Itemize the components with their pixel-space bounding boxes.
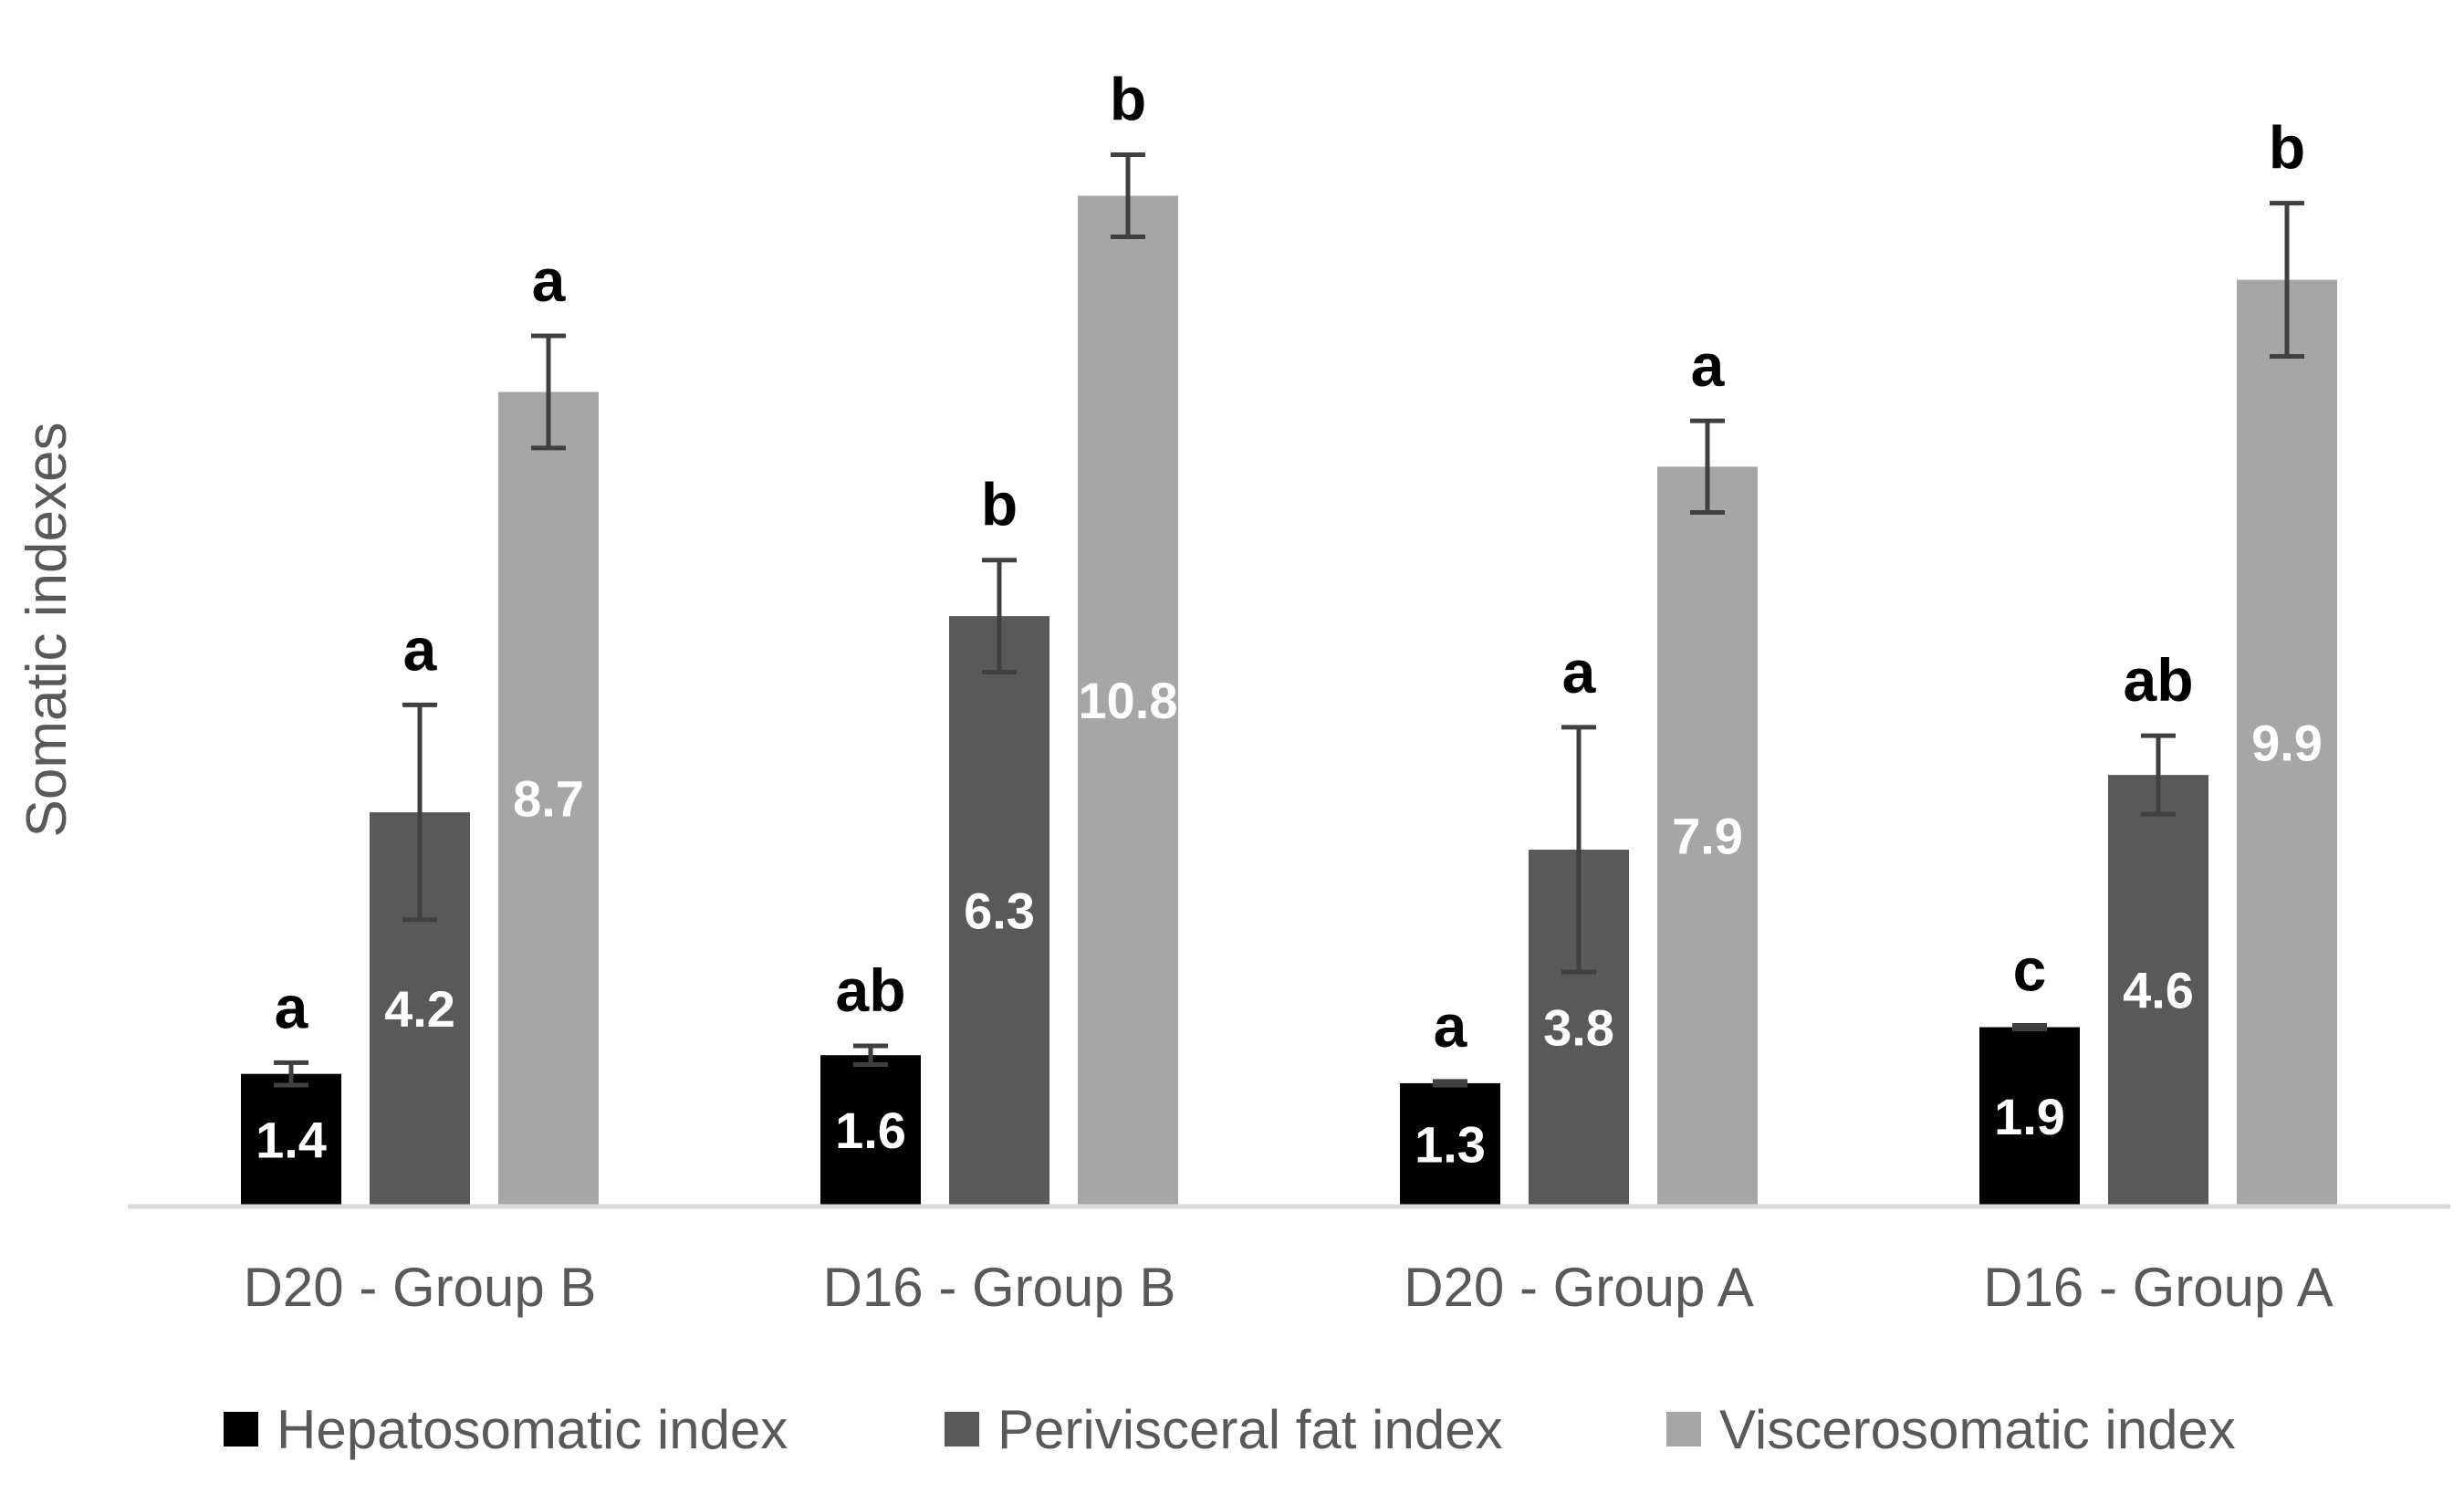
x-tick-labels: D20 - Group B D16 - Group B D20 - Group A D… <box>244 1257 2333 1318</box>
significance-letter-viscerosomatic-index-d20-group-a: a <box>1691 331 1726 399</box>
data-label-viscerosomatic-index-d20-group-a: 7.9 <box>1672 808 1743 865</box>
bar-viscerosomatic-index-d16-group-b <box>1078 195 1178 1206</box>
error-bar-viscerosomatic-index-d16-group-a <box>2270 201 2304 360</box>
data-label-perivisceral-fat-index-d20-group-a: 3.8 <box>1543 999 1614 1057</box>
bar-hepatosomatic-index-d16-group-b <box>820 1055 921 1205</box>
legend-swatch-viscerosomatic-index <box>1666 1412 1701 1447</box>
error-bar-hepatosomatic-index-d16-group-b <box>853 1043 888 1067</box>
data-label-viscerosomatic-index-d20-group-b: 8.7 <box>513 770 584 828</box>
error-bar-viscerosomatic-index-d16-group-b <box>1111 151 1145 240</box>
bar-hepatosomatic-index-d20-group-a <box>1400 1082 1500 1205</box>
data-label-hepatosomatic-index-d20-group-b: 1.4 <box>256 1111 327 1168</box>
significance-letter-hepatosomatic-index-d20-group-a: a <box>1434 992 1468 1060</box>
error-bar-viscerosomatic-index-d20-group-b <box>531 333 566 451</box>
legend-swatch-hepatosomatic-index <box>224 1412 258 1447</box>
x-tick-label-d20-group-a: D20 - Group A <box>1404 1257 1754 1318</box>
significance-letter-perivisceral-fat-index-d16-group-b: b <box>981 471 1018 538</box>
x-tick-label-d20-group-b: D20 - Group B <box>244 1257 597 1318</box>
significance-letter-viscerosomatic-index-d20-group-b: a <box>532 246 567 314</box>
significance-letter-hepatosomatic-index-d16-group-b: ab <box>835 956 905 1024</box>
significance-letter-perivisceral-fat-index-d20-group-b: a <box>403 615 438 683</box>
error-bar-perivisceral-fat-index-d16-group-b <box>982 558 1017 675</box>
legend-item-perivisceral-fat-index: Perivisceral fat index <box>945 1399 1503 1460</box>
x-tick-label-d16-group-a: D16 - Group A <box>1983 1257 2333 1318</box>
significance-letter-perivisceral-fat-index-d16-group-a: ab <box>2123 646 2193 714</box>
error-bar-viscerosomatic-index-d20-group-a <box>1690 418 1725 515</box>
bar-hepatosomatic-index-d16-group-a <box>1979 1027 2080 1205</box>
legend-label-perivisceral-fat-index: Perivisceral fat index <box>997 1399 1503 1460</box>
error-bar-perivisceral-fat-index-d16-group-a <box>2141 733 2176 817</box>
x-tick-label-d16-group-b: D16 - Group B <box>823 1257 1176 1318</box>
data-labels-layer: 1.4 1.6 1.3 1.9 4.2 6.3 3.8 4.6 8.7 10.8 7.9 9.9 <box>256 672 2323 1173</box>
bar-perivisceral-fat-index-d16-group-b <box>949 616 1049 1205</box>
legend-label-viscerosomatic-index: Viscerosomatic index <box>1719 1399 2236 1460</box>
data-label-perivisceral-fat-index-d16-group-a: 4.6 <box>2123 962 2194 1019</box>
bars-layer <box>241 195 2337 1206</box>
error-bars-layer <box>274 151 2304 1088</box>
error-bar-perivisceral-fat-index-d20-group-b <box>402 702 437 923</box>
data-label-hepatosomatic-index-d16-group-a: 1.9 <box>1994 1088 2065 1145</box>
error-bar-hepatosomatic-index-d16-group-a <box>2012 1022 2047 1032</box>
significance-letter-viscerosomatic-index-d16-group-b: b <box>1110 65 1146 132</box>
legend-item-hepatosomatic-index: Hepatosomatic index <box>224 1399 788 1460</box>
legend-label-hepatosomatic-index: Hepatosomatic index <box>277 1399 788 1460</box>
significance-letter-hepatosomatic-index-d20-group-b: a <box>275 973 309 1040</box>
legend-item-viscerosomatic-index: Viscerosomatic index <box>1666 1399 2236 1460</box>
significance-letter-perivisceral-fat-index-d20-group-a: a <box>1562 638 1597 705</box>
error-bar-hepatosomatic-index-d20-group-a <box>1433 1079 1467 1088</box>
bar-viscerosomatic-index-d20-group-b <box>498 392 599 1205</box>
data-label-viscerosomatic-index-d16-group-b: 10.8 <box>1079 672 1178 729</box>
data-label-hepatosomatic-index-d16-group-b: 1.6 <box>835 1102 906 1159</box>
significance-letter-viscerosomatic-index-d16-group-a: b <box>2269 114 2305 182</box>
significance-letter-hepatosomatic-index-d16-group-a: c <box>2013 935 2047 1003</box>
y-axis-label: Somatic indexes <box>16 423 78 838</box>
data-label-hepatosomatic-index-d20-group-a: 1.3 <box>1415 1115 1486 1173</box>
error-bar-perivisceral-fat-index-d20-group-a <box>1561 725 1596 975</box>
bar-viscerosomatic-index-d16-group-a <box>2237 279 2337 1206</box>
bar-hepatosomatic-index-d20-group-b <box>241 1073 341 1205</box>
data-label-perivisceral-fat-index-d16-group-b: 6.3 <box>964 883 1035 940</box>
bar-perivisceral-fat-index-d16-group-a <box>2108 775 2208 1205</box>
error-bar-hepatosomatic-index-d20-group-b <box>274 1060 308 1088</box>
bar-viscerosomatic-index-d20-group-a <box>1657 466 1758 1205</box>
legend: Hepatosomatic index Perivisceral fat inde… <box>224 1399 2236 1460</box>
legend-swatch-perivisceral-fat-index <box>945 1412 979 1447</box>
data-label-viscerosomatic-index-d16-group-a: 9.9 <box>2251 714 2323 771</box>
data-label-perivisceral-fat-index-d20-group-b: 4.2 <box>384 980 455 1038</box>
